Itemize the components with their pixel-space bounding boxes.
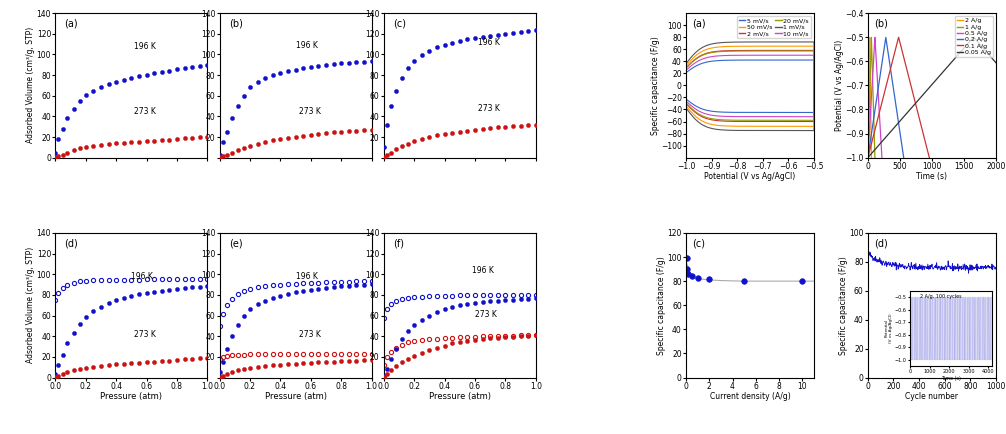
Line: 0.1 A/g: 0.1 A/g [868, 37, 930, 158]
Legend: 2 A/g, 1 A/g, 0.5 A/g, 0.2 A/g, 0.1 A/g, 0.05 A/g: 2 A/g, 1 A/g, 0.5 A/g, 0.2 A/g, 0.1 A/g,… [955, 16, 993, 57]
Y-axis label: Specific capacitance (F/g): Specific capacitance (F/g) [657, 256, 666, 355]
2 A/g [863, 35, 875, 40]
Text: (c): (c) [393, 19, 405, 29]
Text: 273 K: 273 K [299, 107, 321, 116]
Y-axis label: Potential (V vs Ag/AgCl): Potential (V vs Ag/AgCl) [835, 40, 844, 131]
0.1 A/g [924, 155, 936, 160]
0.5 A/g [869, 35, 881, 40]
Line: 0.5 A/g: 0.5 A/g [868, 37, 882, 158]
Line: 1 A/g: 1 A/g [868, 37, 875, 158]
1 A/g [866, 58, 878, 63]
0.5 A/g [875, 150, 887, 155]
Y-axis label: Adsorbed Volume (cm³/g, STP): Adsorbed Volume (cm³/g, STP) [26, 27, 35, 144]
0.2 A/g [883, 58, 895, 63]
0.2 A/g [897, 150, 909, 155]
Text: (d): (d) [874, 239, 888, 249]
1 A/g [869, 150, 881, 155]
Text: (b): (b) [228, 19, 242, 29]
0.5 A/g [868, 39, 880, 44]
X-axis label: Pressure (atm): Pressure (atm) [101, 392, 162, 401]
1 A/g [865, 40, 877, 46]
Text: 273 K: 273 K [475, 310, 497, 319]
Text: 196 K: 196 K [135, 42, 156, 51]
0.2 A/g [879, 35, 891, 40]
0.2 A/g [891, 112, 903, 117]
1 A/g [862, 155, 874, 160]
0.5 A/g [876, 155, 888, 160]
X-axis label: Cycle number: Cycle number [905, 392, 959, 401]
0.5 A/g [870, 58, 882, 63]
Text: 273 K: 273 K [299, 330, 321, 339]
0.1 A/g [862, 155, 874, 160]
X-axis label: Potential (V vs Ag/AgCl): Potential (V vs Ag/AgCl) [704, 172, 796, 181]
0.05 A/g [962, 40, 974, 46]
X-axis label: Time (s): Time (s) [916, 172, 948, 181]
Y-axis label: Specific capacitance (F/g): Specific capacitance (F/g) [839, 256, 848, 355]
0.1 A/g [892, 35, 904, 40]
2 A/g [865, 155, 877, 160]
Text: 196 K: 196 K [478, 38, 500, 47]
0.5 A/g [868, 40, 880, 46]
0.5 A/g [862, 155, 874, 160]
X-axis label: Pressure (atm): Pressure (atm) [265, 392, 327, 401]
1 A/g [865, 39, 877, 44]
2 A/g [864, 45, 876, 50]
2 A/g [863, 40, 875, 46]
0.1 A/g [921, 150, 934, 155]
Legend: 5 mV/s, 50 mV/s, 2 mV/s, 20 mV/s, 1 mV/s, 10 mV/s: 5 mV/s, 50 mV/s, 2 mV/s, 20 mV/s, 1 mV/s… [737, 16, 811, 38]
Line: 2 A/g: 2 A/g [868, 37, 871, 158]
0.05 A/g [968, 35, 980, 40]
0.05 A/g [977, 45, 989, 50]
2 A/g [863, 39, 875, 44]
Text: 196 K: 196 K [472, 266, 494, 276]
0.5 A/g [869, 45, 881, 50]
Text: (a): (a) [692, 19, 706, 29]
0.2 A/g [862, 155, 874, 160]
0.2 A/g [879, 40, 891, 46]
0.05 A/g [964, 39, 976, 44]
0.1 A/g [891, 40, 903, 46]
2 A/g [865, 112, 877, 117]
Text: (c): (c) [692, 239, 705, 249]
1 A/g [865, 45, 877, 50]
X-axis label: Pressure (atm): Pressure (atm) [429, 392, 491, 401]
0.1 A/g [898, 58, 910, 63]
Text: (a): (a) [64, 19, 78, 29]
0.1 A/g [895, 45, 907, 50]
Text: (e): (e) [228, 239, 242, 249]
Text: (f): (f) [393, 239, 403, 249]
2 A/g [862, 155, 874, 160]
Text: 273 K: 273 K [135, 330, 156, 339]
Text: (d): (d) [64, 239, 78, 249]
Text: 196 K: 196 K [296, 272, 318, 281]
0.2 A/g [881, 45, 893, 50]
Text: 196 K: 196 K [296, 41, 318, 50]
Text: (b): (b) [874, 19, 888, 29]
0.2 A/g [897, 155, 909, 160]
0.5 A/g [873, 112, 885, 117]
0.2 A/g [879, 39, 891, 44]
2 A/g [864, 58, 876, 63]
X-axis label: Current density (A/g): Current density (A/g) [709, 392, 791, 401]
Text: 273 K: 273 K [478, 105, 500, 113]
0.1 A/g [912, 112, 925, 117]
0.1 A/g [891, 39, 903, 44]
Y-axis label: Specific capacitance (F/g): Specific capacitance (F/g) [651, 36, 660, 135]
1 A/g [865, 35, 877, 40]
Line: 0.05 A/g: 0.05 A/g [868, 37, 1006, 158]
1 A/g [869, 155, 881, 160]
2 A/g [865, 150, 877, 155]
Text: 196 K: 196 K [132, 272, 153, 281]
0.05 A/g [862, 155, 874, 160]
0.05 A/g [988, 58, 1000, 63]
Y-axis label: Adsorbed Volume (cm³/g, STP): Adsorbed Volume (cm³/g, STP) [26, 247, 35, 363]
Text: 273 K: 273 K [135, 107, 156, 116]
Line: 0.2 A/g: 0.2 A/g [868, 37, 903, 158]
1 A/g [867, 112, 879, 117]
